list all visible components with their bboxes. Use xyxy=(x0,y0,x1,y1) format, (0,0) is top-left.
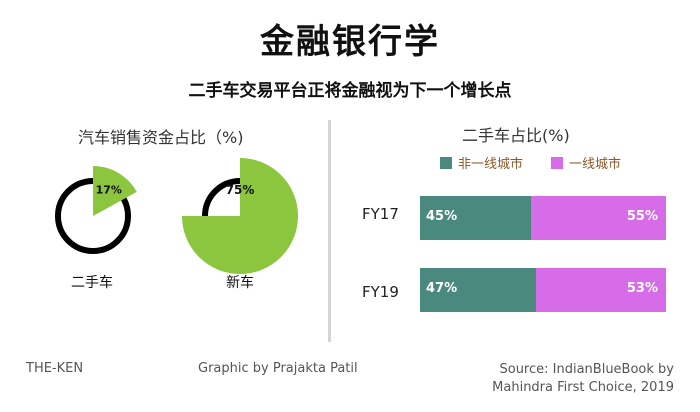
bar-value-fy17-tier2: 45% xyxy=(426,209,458,224)
donut-used-label: 二手车 xyxy=(71,275,113,291)
footer-source: Source: IndianBlueBook by Mahindra First… xyxy=(478,361,674,397)
legend-swatch-tier2 xyxy=(440,156,452,169)
legend-label-tier2: 非一线城市 xyxy=(458,157,524,172)
bar-value-fy19-tier2: 47% xyxy=(426,281,458,296)
pie-panel-title: 汽车销售资金占比（%) xyxy=(78,128,244,147)
bar-category-fy17: FY17 xyxy=(362,205,399,223)
legend-item-tier1: 一线城市 xyxy=(551,153,621,172)
bar-segment-fy17-tier1: 55% xyxy=(530,196,666,240)
panel-divider xyxy=(328,120,331,342)
bar-panel-title: 二手车占比(%) xyxy=(462,126,570,145)
donut-new-value: 75% xyxy=(226,183,255,197)
page-subtitle: 二手车交易平台正将金融视为下一个增长点 xyxy=(188,81,512,101)
footer-source-line1: Source: IndianBlueBook by xyxy=(499,362,674,377)
donut-used-car: 17% xyxy=(55,165,137,254)
bar-value-fy17-tier1: 55% xyxy=(626,209,658,224)
footer-brand: THE-KEN xyxy=(26,361,84,376)
donut-used-value: 17% xyxy=(96,183,122,196)
page-title: 金融银行学 xyxy=(260,22,440,62)
bar-segment-fy17-tier2: 45% xyxy=(420,196,531,240)
legend-swatch-tier1 xyxy=(551,156,564,169)
bar-legend: 非一线城市 一线城市 xyxy=(440,153,643,172)
donut-new-slice xyxy=(182,158,298,274)
donut-new-label: 新车 xyxy=(226,275,254,291)
bar-segment-fy19-tier1: 53% xyxy=(535,268,666,312)
bar-value-fy19-tier1: 53% xyxy=(626,281,658,296)
legend-label-tier1: 一线城市 xyxy=(569,157,622,172)
donut-new-car: 75% xyxy=(182,158,298,274)
donut-used-slice xyxy=(93,165,137,216)
footer-credit: Graphic by Prajakta Patil xyxy=(198,361,358,376)
bar-segment-fy19-tier2: 47% xyxy=(420,268,536,312)
legend-item-tier2: 非一线城市 xyxy=(440,153,523,172)
bar-category-fy19: FY19 xyxy=(362,283,399,301)
bar-row-fy17: 45% 55% xyxy=(420,196,666,240)
footer-source-line2: Mahindra First Choice, 2019 xyxy=(492,380,674,395)
bar-row-fy19: 47% 53% xyxy=(420,268,666,312)
